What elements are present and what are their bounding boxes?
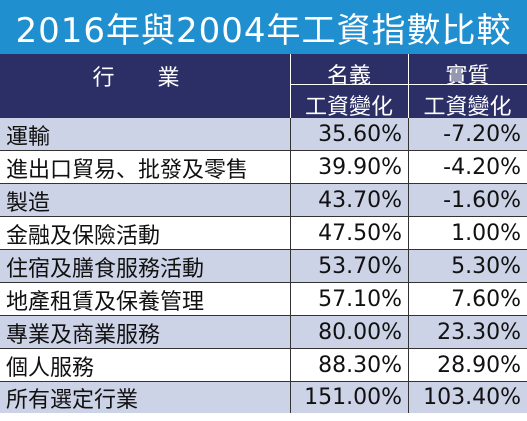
row-separator [0, 183, 527, 184]
row-nominal-change: 47.50% [318, 221, 402, 246]
table-row: 專業及商業服務 80.00% 23.30% [0, 316, 527, 349]
header-nominal-line1: 名義 [326, 64, 371, 89]
row-nominal-change: 39.90% [318, 155, 402, 180]
row-industry: 住宿及膳食服務活動 [6, 256, 205, 282]
row-real-change: 7.60% [451, 287, 521, 312]
table-row: 金融及保險活動 47.50% 1.00% [0, 217, 527, 250]
row-separator [0, 381, 527, 382]
row-industry: 所有選定行業 [6, 387, 139, 413]
row-nominal-change: 53.70% [318, 254, 402, 279]
header-real-line2: 工資變化 [423, 95, 512, 120]
table-row: 住宿及膳食服務活動 53.70% 5.30% [0, 250, 527, 283]
row-separator [0, 315, 527, 316]
table-row: 進出口貿易、批發及零售 39.90% -4.20% [0, 151, 527, 184]
header-rule [290, 84, 527, 85]
row-real-change: 5.30% [451, 254, 521, 279]
table-row: 地產租賃及保養管理 57.10% 7.60% [0, 283, 527, 316]
row-nominal-change: 35.60% [318, 122, 402, 147]
row-industry: 專業及商業服務 [6, 322, 161, 348]
header-real-line1: 實質 [445, 64, 490, 89]
row-nominal-change: 80.00% [318, 320, 402, 345]
row-industry: 運輸 [6, 124, 51, 150]
header-nominal-line2: 工資變化 [304, 95, 393, 120]
row-real-change: 28.90% [437, 353, 521, 378]
row-industry: 個人服務 [6, 355, 95, 381]
table-row: 製造 43.70% -1.60% [0, 184, 527, 217]
column-divider-1 [290, 118, 291, 413]
header-industry: 行 業 [92, 66, 198, 91]
row-real-change: -4.20% [443, 155, 521, 180]
column-divider-2 [408, 118, 409, 413]
table-body: 運輸 35.60% -7.20% 進出口貿易、批發及零售 39.90% -4.20% 製造 4… [0, 118, 527, 413]
table-row: 運輸 35.60% -7.20% [0, 118, 527, 151]
row-industry: 金融及保險活動 [6, 223, 161, 249]
row-nominal-change: 151.00% [304, 385, 402, 410]
row-industry: 地產租賃及保養管理 [6, 289, 205, 315]
table-row: 所有選定行業 151.00% 103.40% [0, 382, 527, 413]
row-real-change: -1.60% [443, 188, 521, 213]
row-real-change: 103.40% [423, 385, 521, 410]
row-nominal-change: 57.10% [318, 287, 402, 312]
table-row: 個人服務 88.30% 28.90% [0, 349, 527, 382]
row-nominal-change: 43.70% [318, 188, 402, 213]
row-separator [0, 249, 527, 250]
row-industry: 製造 [6, 190, 51, 216]
table-title: 2016年與2004年工資指數比較 [0, 0, 527, 54]
row-separator [0, 348, 527, 349]
table-header: 行 業 名義 工資變化 實質 工資變化 [0, 54, 527, 120]
row-real-change: -7.20% [443, 122, 521, 147]
row-separator [0, 216, 527, 217]
row-real-change: 1.00% [451, 221, 521, 246]
header-divider-2 [408, 54, 409, 118]
header-divider-1 [290, 54, 291, 118]
row-separator [0, 150, 527, 151]
row-nominal-change: 88.30% [318, 353, 402, 378]
row-separator [0, 282, 527, 283]
row-industry: 進出口貿易、批發及零售 [6, 157, 249, 183]
row-real-change: 23.30% [437, 320, 521, 345]
